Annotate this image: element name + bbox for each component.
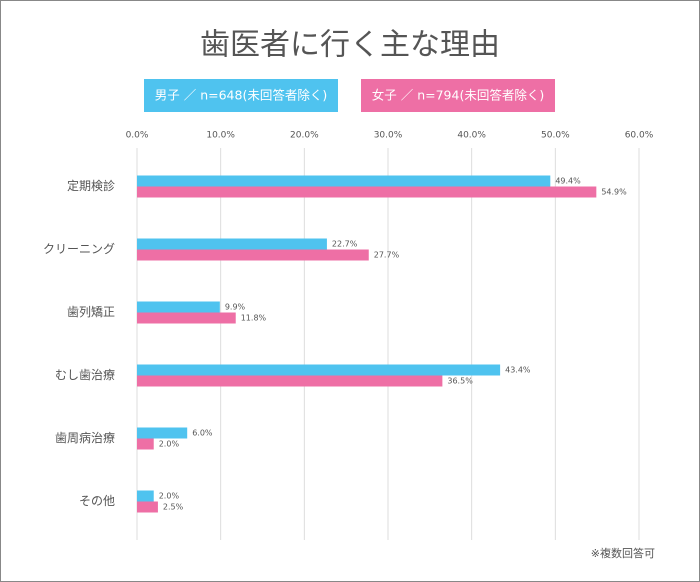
x-tick-label: 40.0% (457, 131, 486, 141)
value-label: 2.0% (159, 492, 180, 501)
value-label: 6.0% (192, 429, 213, 438)
value-label: 27.7% (374, 251, 400, 260)
legend-box (361, 79, 555, 112)
bar (137, 490, 154, 502)
value-label: 36.5% (447, 377, 473, 386)
bar (137, 301, 220, 313)
x-tick-label: 20.0% (290, 131, 319, 141)
y-tick-label: その他 (79, 494, 115, 508)
bar (137, 238, 327, 250)
legend-box (144, 79, 338, 112)
x-tick-label: 30.0% (374, 131, 403, 141)
value-label: 11.8% (241, 314, 267, 323)
x-tick-label: 50.0% (541, 131, 570, 141)
bar (137, 186, 597, 198)
legend-label: 男子 ／ n=648(未回答者除く) (155, 88, 327, 103)
chart-title: 歯医者に行く主な理由 (200, 28, 500, 63)
legend-label: 女子 ／ n=794(未回答者除く) (372, 88, 544, 103)
x-tick-label: 0.0% (126, 131, 149, 141)
value-label: 2.0% (159, 440, 180, 449)
bar (137, 312, 236, 324)
x-tick-label: 10.0% (206, 131, 235, 141)
y-tick-label: クリーニング (43, 242, 115, 256)
bar (137, 501, 158, 513)
bar (137, 438, 154, 450)
bar (137, 175, 551, 187)
y-tick-label: 歯列矯正 (67, 305, 115, 319)
value-label: 2.5% (163, 503, 184, 512)
y-tick-label: 歯周病治療 (55, 430, 115, 445)
y-tick-label: むし歯治療 (55, 368, 115, 382)
bar (137, 249, 369, 261)
value-label: 22.7% (332, 240, 358, 249)
value-label: 54.9% (601, 188, 627, 197)
value-label: 9.9% (225, 303, 246, 312)
value-label: 49.4% (555, 177, 581, 186)
bar (137, 427, 188, 439)
x-tick-label: 60.0% (625, 131, 654, 141)
note: ※複数回答可 (591, 546, 655, 560)
bar (137, 375, 443, 387)
y-tick-label: 定期検診 (67, 178, 115, 193)
value-label: 43.4% (505, 366, 531, 375)
bar (137, 364, 501, 376)
